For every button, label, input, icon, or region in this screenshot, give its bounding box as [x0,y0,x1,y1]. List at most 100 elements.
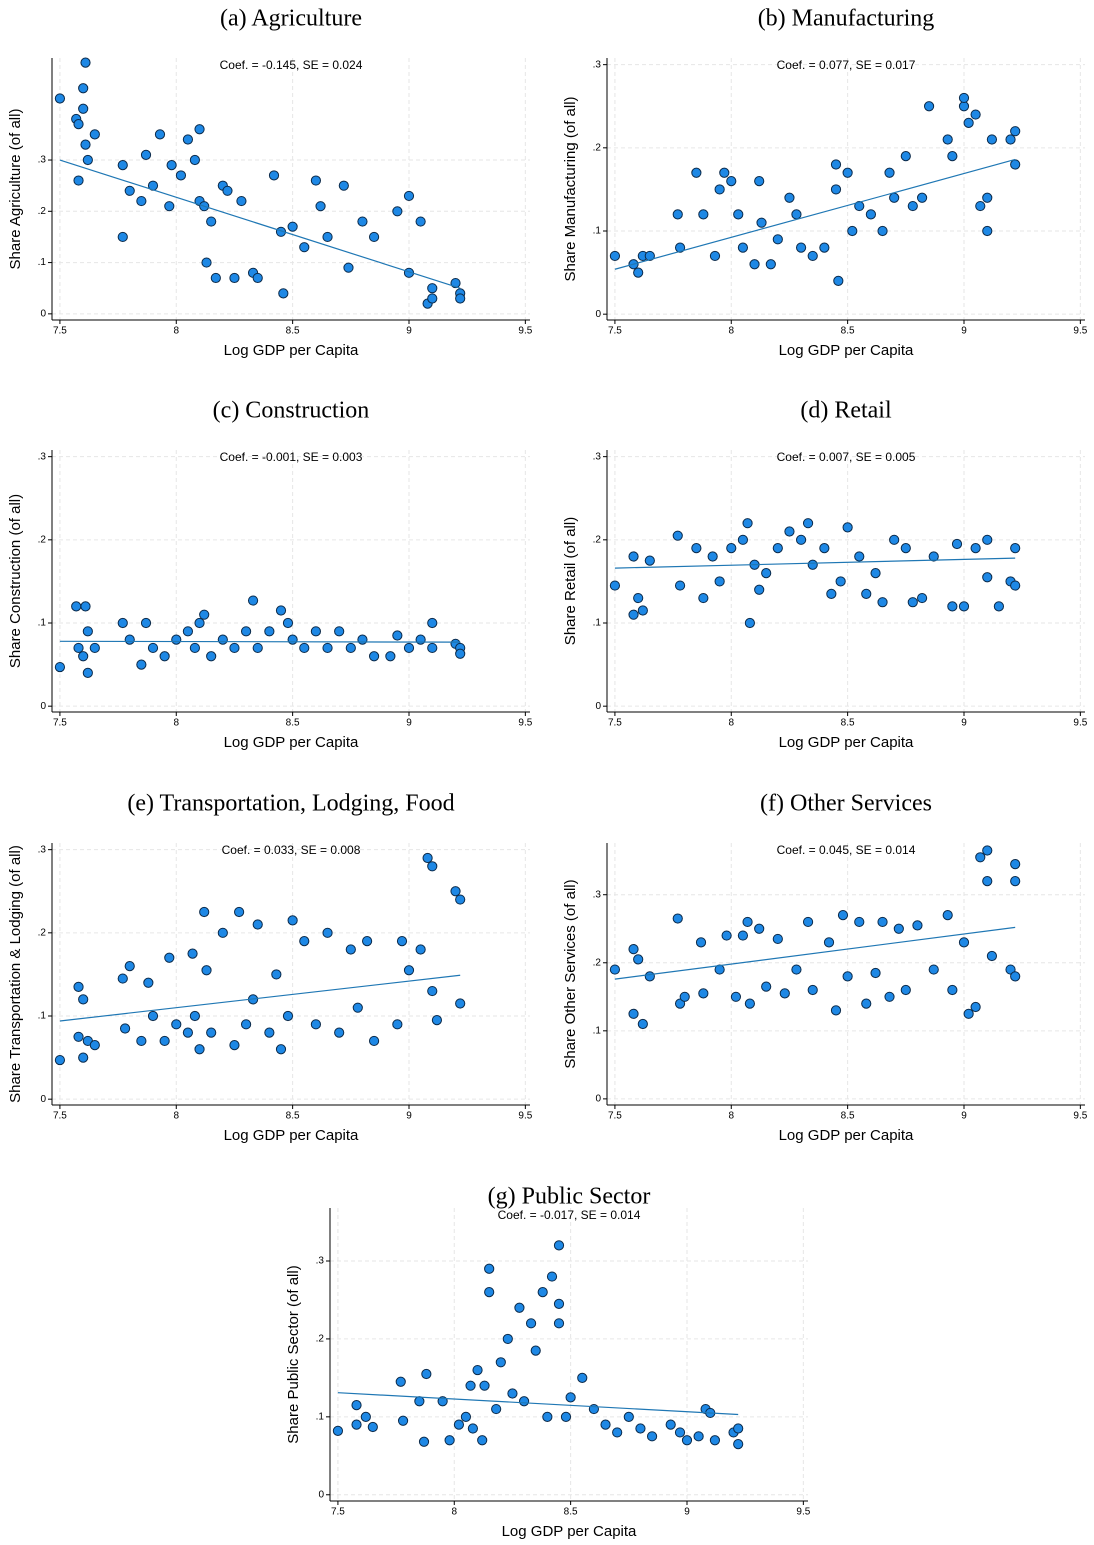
y-tick-label: .1 [593,226,602,237]
point [784,526,795,537]
annotation: Coef. = 0.045, SE = 0.014 [777,843,916,857]
point [368,651,380,662]
point [287,915,298,926]
y-tick-label: .3 [38,451,47,462]
fit-line [614,158,1016,270]
point [958,92,970,104]
point [1005,134,1016,145]
x-tick-label: 8.5 [286,326,300,337]
point [467,1423,478,1434]
point [742,518,753,529]
point [414,1396,425,1407]
y-tick-label: .3 [593,59,602,70]
point [861,588,872,599]
point [854,551,865,562]
point [310,1019,322,1030]
x-tick-label: 7.5 [331,1507,345,1518]
point [854,916,865,928]
point [206,216,217,227]
y-tick-label: .1 [593,618,602,629]
point [982,845,993,856]
x-tick-label: 7.5 [53,1111,67,1122]
point [982,192,993,203]
point [240,626,252,637]
x-tick-label: 7.5 [608,1111,622,1122]
point [247,595,259,606]
point [80,57,91,68]
y-tick-label: .2 [593,142,602,153]
point [166,160,177,171]
point [877,225,888,237]
x-tick-label: 9 [961,326,967,337]
fit-line [614,557,1016,569]
point [714,576,725,587]
point [199,609,210,620]
point [982,534,993,545]
point [672,209,683,220]
x-tick-label: 8 [728,718,734,729]
point [761,567,772,579]
point [947,601,958,612]
x-tick-label: 8.5 [564,1507,578,1518]
point [842,971,853,982]
point [928,551,939,562]
point [175,170,187,181]
x-axis-label: Log GDP per Capita [224,1127,359,1144]
point [698,988,709,999]
point [282,1010,294,1022]
point [415,944,426,955]
point [637,1018,648,1030]
point [415,216,426,227]
x-tick-label: 9 [684,1507,690,1518]
point [923,101,935,112]
x-tick-label: 9.5 [518,718,532,729]
y-tick-label: .3 [593,451,602,462]
point [427,642,438,654]
fit-line [337,1392,739,1416]
point [744,617,755,629]
point [360,1411,371,1422]
point [194,124,205,135]
point [889,192,900,203]
point [229,642,240,654]
point [982,876,993,887]
point [287,634,298,645]
x-tick-label: 9 [961,718,967,729]
y-tick-label: .1 [38,618,47,629]
point [385,651,396,662]
point [136,659,147,670]
point [89,129,100,140]
point [351,1419,362,1430]
point [737,242,749,253]
point [900,984,911,996]
point [889,534,900,545]
panel: (g) Public Sector 0 .1 .2 .3 7.5 8 8.5 9 9.5 Log G… [285,1184,811,1540]
point [784,192,795,203]
point [588,1403,600,1415]
point [117,160,128,171]
y-tick-label: .1 [593,1025,602,1036]
point [264,1027,275,1038]
point [502,1333,513,1345]
point [206,1027,217,1038]
point [351,1400,362,1411]
point [830,1005,842,1016]
y-tick-label: .1 [38,257,47,268]
x-axis-label: Log GDP per Capita [224,734,359,751]
annotation: Coef. = 0.077, SE = 0.017 [777,58,916,72]
point [833,275,844,287]
point [299,936,310,947]
point [124,634,135,645]
point [837,910,849,921]
point [560,1411,572,1422]
x-tick-label: 9.5 [518,326,532,337]
point [73,119,84,130]
point [779,988,790,999]
point [807,984,818,996]
point [240,1019,252,1030]
fit-line [59,974,461,1022]
point [229,1040,240,1051]
point [679,991,690,1002]
y-tick-label: .3 [593,889,602,900]
